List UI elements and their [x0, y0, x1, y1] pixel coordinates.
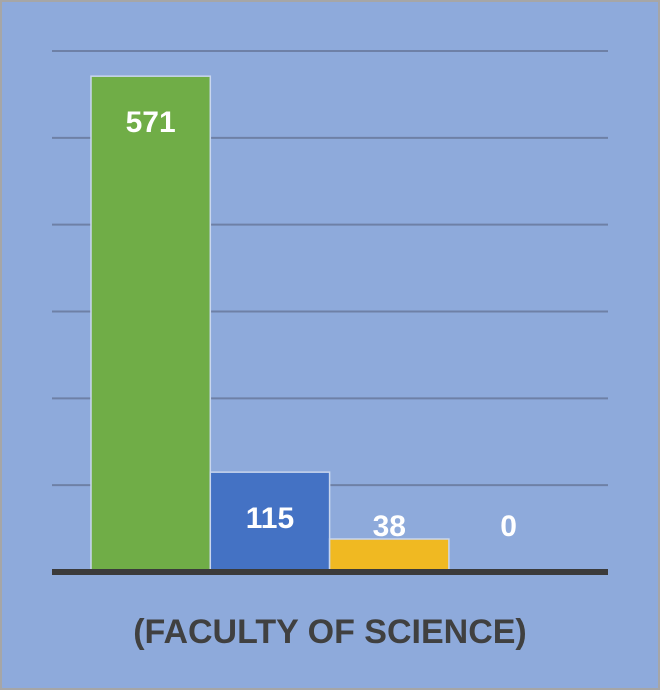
x-axis-label: (FACULTY OF SCIENCE) — [133, 613, 527, 651]
bar — [209, 471, 331, 573]
bar — [90, 75, 212, 573]
data-label: 571 — [126, 106, 176, 139]
bar — [328, 538, 450, 573]
data-label: 0 — [500, 510, 517, 543]
data-label: 38 — [373, 510, 406, 543]
data-label: 115 — [246, 502, 294, 535]
